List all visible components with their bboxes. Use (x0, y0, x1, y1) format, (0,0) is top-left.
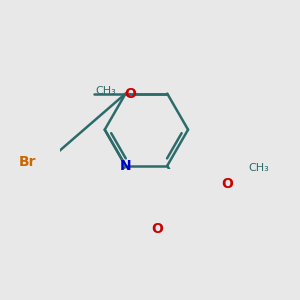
Text: CH₃: CH₃ (95, 86, 116, 96)
Text: O: O (152, 222, 163, 236)
Text: CH₃: CH₃ (248, 164, 269, 173)
Text: Br: Br (18, 155, 36, 169)
Text: N: N (120, 159, 131, 173)
Text: O: O (221, 177, 233, 191)
Text: O: O (124, 87, 136, 100)
